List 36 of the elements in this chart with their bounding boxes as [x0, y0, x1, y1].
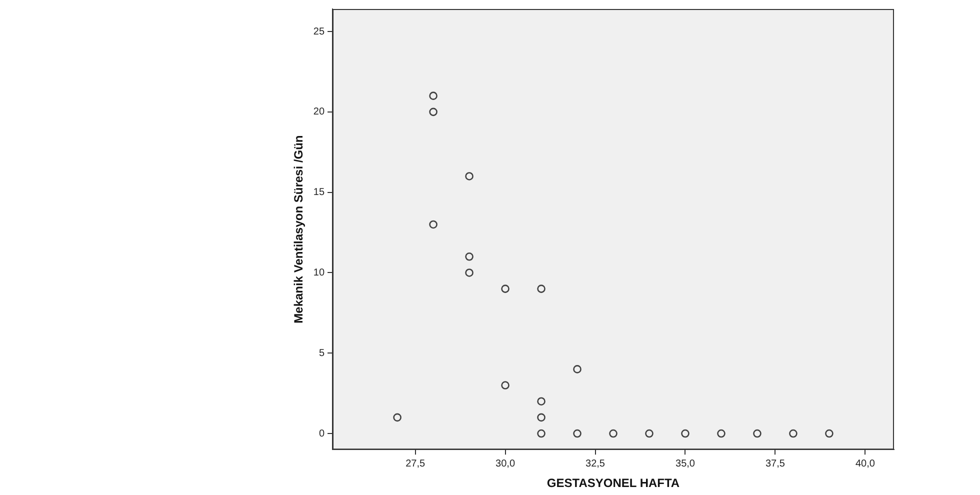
x-tick-label: 32,5	[586, 458, 606, 470]
point	[717, 429, 726, 438]
point	[681, 429, 690, 438]
y-tick-label: 25	[313, 26, 325, 38]
point	[465, 172, 474, 180]
point	[609, 429, 618, 438]
point	[429, 108, 438, 116]
point	[537, 284, 546, 293]
point	[465, 252, 474, 261]
point	[429, 92, 438, 100]
point	[393, 413, 402, 422]
x-tick-label: 30,0	[496, 458, 516, 470]
y-tick-label: 15	[313, 187, 325, 198]
point	[789, 429, 798, 438]
x-tick-label: 37,5	[765, 458, 786, 470]
y-tick-label: 5	[318, 348, 325, 359]
point	[429, 220, 438, 229]
point	[501, 381, 510, 390]
x-tick-label: 35,0	[676, 458, 696, 470]
point	[465, 268, 474, 277]
y-tick-label: 20	[313, 106, 325, 118]
y-axis-title: Mekanik Ventilasyon Süresi /Gün	[292, 135, 306, 324]
x-axis-title: GESTASYONEL HAFTA	[546, 476, 680, 490]
point	[537, 413, 546, 422]
x-tick-label: 27,5	[406, 458, 426, 470]
y-tick-label: 0	[318, 428, 325, 440]
point	[573, 365, 582, 374]
point	[645, 429, 654, 438]
point	[537, 397, 546, 406]
x-tick-label: 40,0	[855, 458, 876, 470]
point	[753, 429, 762, 438]
point	[573, 429, 582, 438]
point	[537, 429, 546, 438]
point	[825, 429, 834, 438]
y-tick-label: 10	[313, 267, 325, 278]
point	[501, 284, 510, 293]
